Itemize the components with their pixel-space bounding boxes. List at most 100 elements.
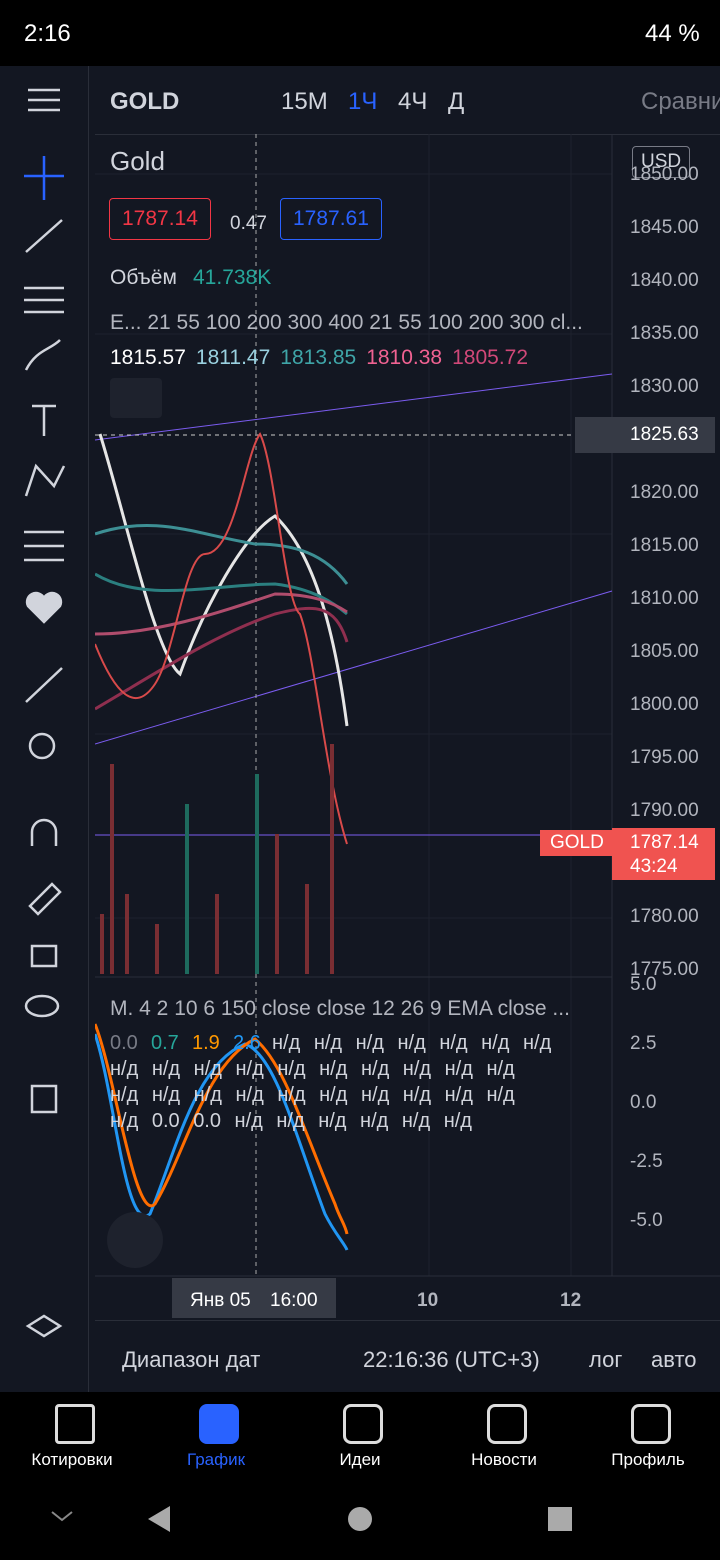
nav-label[interactable]: Котировки xyxy=(31,1450,113,1469)
last-price-bg xyxy=(612,828,715,880)
price-tick: 1835.00 xyxy=(630,323,699,344)
time-tick: 10 xyxy=(417,1290,439,1311)
lock-tool[interactable] xyxy=(30,944,58,968)
indicator-line: н/д 0.0 0.0 н/д н/д н/д н/д н/д н/д xyxy=(110,1110,472,1132)
clock[interactable]: 22:16:36 (UTC+3) xyxy=(363,1347,540,1372)
log-toggle[interactable]: лог xyxy=(589,1347,623,1372)
bottom-bar: Диапазон дат 22:16:36 (UTC+3) лог авто xyxy=(95,1320,720,1393)
time-tick: 12 xyxy=(560,1290,582,1311)
indicator-header: M. 4 2 10 6 150 close close 12 26 9 EMA … xyxy=(110,997,570,1020)
text-tool[interactable] xyxy=(32,404,56,436)
clock: 2:16 xyxy=(24,20,71,47)
price-tick: 1845.00 xyxy=(630,217,699,238)
price-tick: 1790.00 xyxy=(630,800,699,821)
tv-logo xyxy=(107,1212,163,1268)
ma-value: 1811.47 xyxy=(195,346,271,369)
interval[interactable]: Д xyxy=(448,88,465,115)
interval[interactable]: 1Ч xyxy=(348,88,378,115)
ma-value: 1813.85 xyxy=(280,346,357,369)
status-bar: 2:16 44 % xyxy=(0,0,720,66)
volume-bars xyxy=(100,744,334,974)
time-time: 16:00 xyxy=(270,1290,318,1311)
indicator-value: 0.0 xyxy=(110,1032,138,1054)
ma-values: 1815.57 1811.47 1813.85 1810.38 1805.72 xyxy=(110,346,538,370)
nav-label[interactable]: Идеи xyxy=(339,1450,381,1469)
buy-price[interactable]: 1787.61 xyxy=(280,198,382,240)
home-button[interactable] xyxy=(348,1507,372,1531)
nav-label[interactable]: Новости xyxy=(471,1450,537,1469)
indicator-value: 1.9 xyxy=(192,1032,220,1054)
symbol[interactable]: GOLD xyxy=(110,88,180,115)
collapse-legend[interactable] xyxy=(110,378,162,418)
favorites-tool[interactable] xyxy=(25,591,63,624)
nav-label[interactable]: График xyxy=(186,1450,246,1469)
nav-icon[interactable] xyxy=(631,1404,671,1444)
crosshair-label-bg xyxy=(575,417,715,453)
date-range[interactable]: Диапазон дат xyxy=(122,1347,261,1372)
indicator-tick: -5.0 xyxy=(630,1210,663,1231)
indicator-value: 2.6 xyxy=(233,1032,261,1054)
ma-value: 1805.72 xyxy=(452,346,529,369)
spread: 0.47 xyxy=(230,213,267,234)
menu-icon[interactable] xyxy=(28,88,60,112)
price-tick: 1850.00 xyxy=(630,164,699,185)
ruler-tool[interactable] xyxy=(25,667,63,703)
system-nav xyxy=(51,1506,572,1532)
line-tool[interactable] xyxy=(25,219,63,253)
battery: 44 % xyxy=(645,20,700,47)
layers-tool[interactable] xyxy=(25,1314,63,1338)
time-label-bg xyxy=(172,1278,336,1318)
bottom-nav: Котировки График Идеи Новости Профиль xyxy=(0,1392,720,1560)
nav-icon[interactable] xyxy=(199,1404,239,1444)
indicator-value: 0.7 xyxy=(151,1032,179,1054)
magnet-tool[interactable] xyxy=(30,818,58,846)
price-tick: 1805.00 xyxy=(630,641,699,662)
nav-icon[interactable] xyxy=(343,1404,383,1444)
pattern-tool[interactable] xyxy=(24,463,66,497)
volume-label: Объём xyxy=(110,266,177,289)
chart-area xyxy=(95,134,720,1277)
trend-line xyxy=(95,590,613,745)
price-tick: 1800.00 xyxy=(630,694,699,715)
drawing-toolbar xyxy=(0,66,89,1392)
zoom-tool[interactable] xyxy=(28,732,56,760)
price-tick: 1775.00 xyxy=(630,959,699,980)
interval[interactable]: 4Ч xyxy=(398,88,428,115)
last-symbol: GOLD xyxy=(550,832,604,853)
price-tick: 1810.00 xyxy=(630,588,699,609)
hide-keyboard[interactable] xyxy=(51,1511,73,1522)
prediction-tool[interactable] xyxy=(24,530,64,562)
interval[interactable]: 15М xyxy=(281,88,328,115)
nav-label[interactable]: Профиль xyxy=(611,1450,685,1469)
ma-label: E... 21 55 100 200 300 400 21 55 100 200… xyxy=(110,311,583,334)
ma-value: 1810.38 xyxy=(366,346,443,369)
indicator-line: н/д н/д н/д н/д н/д н/д н/д н/д н/д н/д xyxy=(110,1058,515,1080)
nav-icon[interactable] xyxy=(487,1404,527,1444)
brush-tool[interactable] xyxy=(24,339,61,371)
indicator-lines xyxy=(95,1023,349,1251)
recents-button[interactable] xyxy=(548,1507,572,1531)
fib-tool[interactable] xyxy=(24,286,64,314)
nav-icon[interactable] xyxy=(55,1404,95,1444)
back-button[interactable] xyxy=(148,1506,170,1532)
compare[interactable]: Сравни xyxy=(641,88,720,115)
currency[interactable]: USD xyxy=(632,146,691,178)
grid xyxy=(95,134,612,1276)
crosshair-tool[interactable] xyxy=(24,156,64,200)
tool-icons xyxy=(24,88,66,1338)
delete-tool[interactable] xyxy=(30,1084,58,1114)
volume: 41.738K xyxy=(193,266,272,289)
price-tick: 1820.00 xyxy=(630,482,699,503)
last-symbol-bg xyxy=(540,830,612,856)
indicator-tick: 5.0 xyxy=(630,974,657,995)
auto-toggle[interactable]: авто xyxy=(651,1347,697,1372)
sell-price[interactable]: 1787.14 xyxy=(109,198,211,240)
visibility-tool[interactable] xyxy=(24,994,60,1018)
price-tick: 1840.00 xyxy=(630,270,699,291)
lock-draw-tool[interactable] xyxy=(28,882,62,916)
top-toolbar: GOLD Сравни 15М 1Ч 4Ч Д xyxy=(95,66,720,135)
countdown: 43:24 xyxy=(630,856,678,877)
ma-value: 1815.57 xyxy=(110,346,186,369)
indicator-tick: 0.0 xyxy=(630,1092,657,1113)
